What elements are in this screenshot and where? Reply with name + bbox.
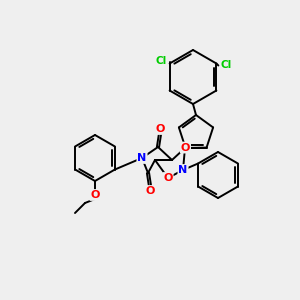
Text: N: N bbox=[178, 165, 188, 175]
Text: O: O bbox=[163, 173, 173, 183]
Text: O: O bbox=[145, 186, 155, 196]
Text: Cl: Cl bbox=[156, 56, 167, 67]
Text: N: N bbox=[137, 153, 147, 163]
Text: Cl: Cl bbox=[221, 61, 232, 70]
Text: O: O bbox=[155, 124, 165, 134]
Text: O: O bbox=[90, 190, 100, 200]
Text: O: O bbox=[181, 142, 190, 153]
